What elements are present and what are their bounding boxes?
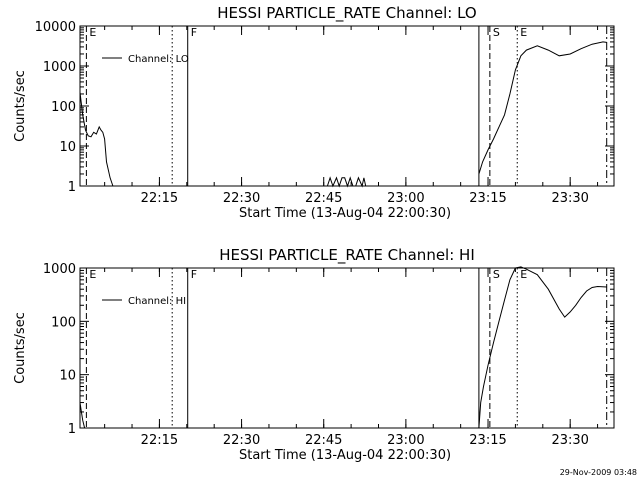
event-marker-label: E — [520, 268, 527, 281]
event-marker-label: F — [191, 26, 197, 39]
x-tick-label: 23:15 — [469, 191, 506, 206]
x-tick-label: 22:30 — [223, 433, 260, 448]
x-tick-label: 23:15 — [469, 433, 506, 448]
plot-frame — [79, 25, 615, 187]
series-line — [478, 266, 607, 429]
y-tick-label: 10000 — [35, 20, 76, 35]
legend-label: Channel: HI — [128, 296, 186, 307]
y-tick-label: 1 — [68, 422, 76, 437]
series-line — [79, 402, 86, 429]
series-line — [478, 41, 607, 175]
y-tick-label: 1 — [68, 180, 76, 195]
y-tick-label: 100 — [51, 100, 76, 115]
x-tick-label: 23:00 — [387, 191, 424, 206]
legend-label: Channel: LO — [128, 54, 189, 65]
event-marker-label: S — [493, 26, 500, 39]
event-marker-label: E — [89, 26, 96, 39]
y-axis-label: Counts/sec — [13, 312, 28, 384]
x-tick-label: 22:45 — [305, 433, 342, 448]
y-axis-label: Counts/sec — [13, 70, 28, 142]
timestamp-footer: 29-Nov-2009 03:48 — [560, 468, 637, 477]
hi-channel-panel: HESSI PARTICLE_RATE Channel: HI 1 10 100 100… — [13, 246, 615, 463]
y-tick-label: 1000 — [43, 60, 76, 75]
plot-frame — [79, 267, 615, 429]
x-tick-label: 22:15 — [141, 191, 178, 206]
y-tick-label: 1000 — [43, 262, 76, 277]
x-axis-label: Start Time (13-Aug-04 22:00:30) — [239, 206, 451, 221]
x-tick-label: 22:30 — [223, 191, 260, 206]
x-tick-label: 22:45 — [305, 191, 342, 206]
chart-title: HESSI PARTICLE_RATE Channel: LO — [217, 4, 476, 23]
x-tick-label: 23:30 — [551, 433, 588, 448]
event-marker-label: E — [89, 268, 96, 281]
x-axis-label: Start Time (13-Aug-04 22:00:30) — [239, 448, 451, 463]
lo-channel-panel: HESSI PARTICLE_RATE Channel: LO 1 10 100 100… — [13, 4, 615, 221]
event-marker-label: E — [520, 26, 527, 39]
x-tick-label: 23:30 — [551, 191, 588, 206]
y-tick-label: 10 — [59, 369, 76, 384]
y-tick-label: 100 — [51, 315, 76, 330]
series-line — [326, 176, 367, 188]
event-marker-label: S — [493, 268, 500, 281]
event-marker-label: F — [191, 268, 197, 281]
x-tick-label: 23:00 — [387, 433, 424, 448]
series-line — [79, 92, 114, 187]
chart-title: HESSI PARTICLE_RATE Channel: HI — [219, 246, 475, 265]
y-tick-label: 10 — [59, 140, 76, 155]
x-tick-label: 22:15 — [141, 433, 178, 448]
